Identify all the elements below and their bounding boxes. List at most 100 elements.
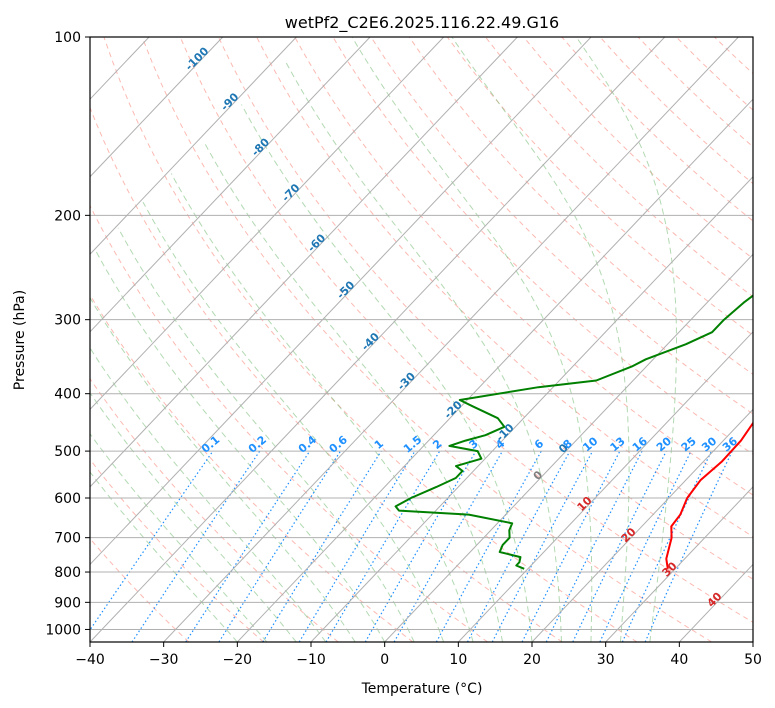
- dry-adiabat-line: [714, 37, 753, 75]
- x-tick-label: 0: [380, 652, 389, 668]
- x-tick-label: −10: [296, 652, 326, 668]
- isotherm-label: -80: [249, 135, 272, 158]
- data-series: [394, 294, 753, 570]
- y-tick-label: 700: [54, 531, 81, 547]
- dry-adiabat-line: [637, 37, 753, 148]
- dry-adiabat-line: [408, 37, 753, 375]
- isotherm-label: -60: [305, 231, 328, 254]
- y-tick-label: 300: [54, 313, 81, 329]
- plot-frame: [89, 36, 754, 643]
- moist-adiabat-line: [90, 471, 238, 642]
- isotherm-label: -50: [334, 278, 357, 301]
- isotherm-gridline: [457, 331, 753, 642]
- mixing-ratio-label: 0.4: [296, 433, 320, 456]
- isotherm-gridline: [90, 37, 445, 411]
- mixing-ratio-line: [90, 450, 214, 631]
- moist-adiabat-line: [170, 173, 474, 642]
- isotherm-label: -30: [395, 370, 418, 393]
- moist-adiabat-line: [117, 227, 415, 642]
- x-tick-label: 50: [744, 652, 762, 668]
- isotherm-gridline: [90, 37, 518, 488]
- dry-adiabat-line: [332, 37, 753, 455]
- mixing-ratio-line: [218, 450, 342, 642]
- x-axis: −40 −30 −20 −10 0 10 20 30 40 50: [75, 642, 762, 668]
- isotherm-gridline: [678, 563, 753, 642]
- mixing-ratio-line: [131, 450, 261, 642]
- y-tick-label: 200: [54, 208, 81, 224]
- dry-adiabat-line: [90, 537, 190, 642]
- moist-adiabat-line: [451, 37, 630, 642]
- mixing-ratio-line: [298, 450, 416, 642]
- dry-adiabat-line: [90, 106, 563, 642]
- mixing-ratio-line: [545, 450, 643, 642]
- y-tick-label: 900: [54, 595, 81, 611]
- y-tick-label: 400: [54, 387, 81, 403]
- dry-adiabat-line: [90, 458, 264, 642]
- isotherm-gridline: [384, 253, 753, 642]
- moist-adiabat-line: [241, 104, 533, 642]
- x-tick-label: −30: [149, 652, 179, 668]
- moist-adiabat-line: [90, 296, 356, 642]
- isotherm-gridline: [163, 37, 739, 642]
- dry-adiabat-line: [141, 37, 712, 642]
- moist-adiabat-line: [351, 37, 593, 642]
- mixing-ratio-line: [644, 450, 733, 642]
- mixing-ratio-label: 1.5: [401, 433, 424, 455]
- y-tick-label: 600: [54, 491, 81, 507]
- mixing-ratio-label: 0.1: [199, 433, 222, 455]
- isotherm-label: -90: [218, 90, 241, 113]
- y-axis-title: Pressure (hPa): [12, 290, 28, 390]
- moist-adiabat-line: [95, 251, 386, 642]
- moist-adiabat-line: [90, 432, 268, 642]
- dewpoint-profile-line: [394, 294, 753, 570]
- isotherm-label: -100: [183, 44, 212, 73]
- mixing-ratio-line: [435, 450, 542, 642]
- isotherm-label: 10: [575, 494, 595, 514]
- isotherm-gridline: [605, 486, 753, 642]
- y-tick-label: 100: [54, 30, 81, 46]
- dry-adiabat-line: [752, 37, 753, 39]
- dry-adiabat-line: [485, 37, 753, 298]
- x-tick-label: 40: [670, 652, 688, 668]
- x-tick-label: −40: [75, 652, 105, 668]
- isotherm-gridline: [90, 37, 592, 566]
- background-lines: [90, 37, 753, 642]
- dry-adiabat-line: [523, 37, 753, 260]
- isotherm-label: 40: [705, 590, 725, 610]
- mixing-ratio-line: [262, 450, 382, 642]
- line-labels: 0.1 0.2 0.4 0.6 1 1.5 2 3 4 6 8 10 13 16 20 25 30 36-100-…: [183, 44, 741, 609]
- moist-adiabat-line: [142, 201, 445, 642]
- mixing-ratio-label: 0.6: [327, 433, 351, 456]
- isotherm-label: -40: [359, 330, 382, 353]
- dry-adiabat-line: [90, 293, 414, 642]
- moist-adiabat-line: [90, 392, 297, 642]
- mixing-ratio-label: 2: [430, 437, 444, 452]
- dry-adiabat-line: [90, 377, 339, 642]
- mixing-ratio-line: [621, 450, 713, 642]
- isotherm-gridline: [752, 641, 753, 642]
- isotherm-gridline: [236, 98, 753, 642]
- moist-adiabat-line: [575, 37, 677, 642]
- isotherm-label: 30: [660, 559, 680, 579]
- dry-adiabat-line: [217, 37, 753, 580]
- x-tick-label: 30: [597, 652, 615, 668]
- isotherm-gridline: [310, 176, 753, 642]
- isotherm-gridline: [90, 37, 224, 178]
- dry-adiabat-line: [103, 37, 638, 642]
- isotherm-gridline: [531, 408, 753, 642]
- y-tick-label: 500: [54, 444, 81, 460]
- mixing-ratio-line: [185, 450, 311, 642]
- isotherm-label: 20: [619, 525, 639, 545]
- mixing-ratio-line: [599, 450, 692, 642]
- isotherm-gridline: [90, 37, 297, 256]
- mixing-ratio-label: 6: [532, 437, 546, 452]
- temperature-profile-line: [665, 421, 753, 569]
- x-tick-label: 10: [449, 652, 467, 668]
- mixing-ratio-line: [364, 450, 477, 642]
- mixing-ratio-line: [393, 450, 504, 642]
- mixing-ratio-line: [466, 450, 571, 642]
- dry-adiabat-line: [294, 37, 753, 496]
- x-tick-label: −20: [223, 652, 253, 668]
- isotherm-gridline: [90, 37, 666, 642]
